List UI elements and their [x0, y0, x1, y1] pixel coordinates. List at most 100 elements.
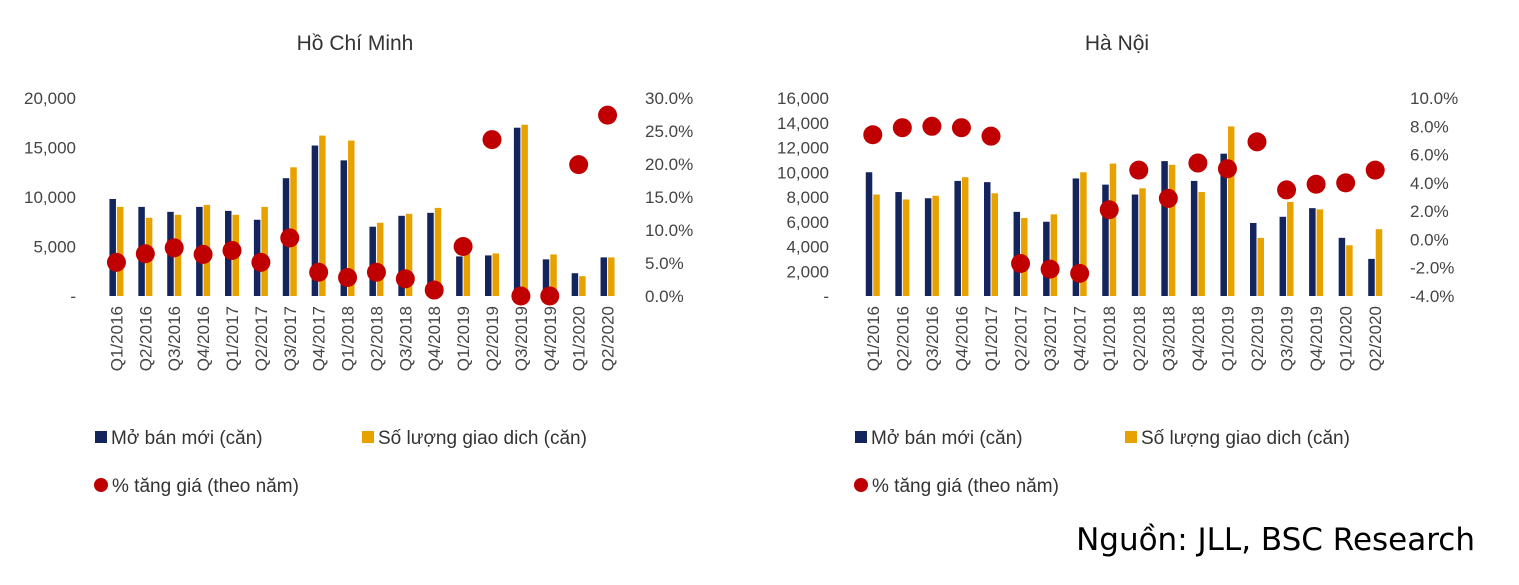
x-axis-tick-label: Q1/2016	[107, 306, 126, 371]
price-growth-point	[251, 252, 271, 272]
x-axis-tick-label: Q4/2019	[541, 306, 560, 371]
price-growth-point	[482, 130, 502, 150]
y-axis-tick-label: 10,000	[777, 163, 829, 182]
price-growth-point	[598, 105, 618, 125]
bar-new-supply	[1043, 221, 1050, 296]
price-growth-point	[981, 126, 1001, 146]
legend-label: Mở bán mới (căn)	[871, 428, 1023, 449]
x-axis-tick-label: Q4/2016	[194, 306, 213, 371]
y-axis-tick-label: 8,000	[786, 188, 829, 207]
bar-new-supply	[456, 256, 463, 296]
bar-transactions	[319, 135, 326, 296]
y-axis-tick-label: 20,000	[24, 89, 76, 108]
bar-new-supply	[369, 226, 376, 296]
bar-transactions	[261, 206, 268, 296]
bar-new-supply	[1368, 258, 1375, 296]
x-axis-tick-label: Q4/2018	[1189, 306, 1208, 371]
bar-new-supply	[1338, 237, 1346, 296]
x-axis-tick-label: Q4/2018	[425, 306, 444, 371]
bar-transactions	[873, 194, 880, 296]
bar-new-supply	[1102, 184, 1109, 296]
bar-transactions	[521, 124, 528, 296]
price-growth-point	[1217, 159, 1237, 179]
legend-label: Số lượng giao dich (căn)	[378, 428, 587, 449]
y2-axis-tick-label: 6.0%	[1410, 146, 1449, 165]
price-growth-point	[540, 286, 560, 306]
bar-transactions	[1168, 164, 1176, 296]
x-axis-tick-label: Q2/2017	[252, 306, 271, 371]
legend-label: Mở bán mới (căn)	[111, 428, 263, 449]
x-axis-tick-label: Q1/2017	[223, 306, 242, 371]
price-growth-point	[453, 237, 473, 256]
bar-new-supply	[1161, 161, 1168, 296]
y2-axis-tick-label: 15.0%	[645, 188, 693, 207]
legend-label: % tăng giá (theo năm)	[112, 476, 299, 497]
y-axis-tick-label: -	[823, 287, 829, 306]
price-growth-point	[1306, 174, 1326, 194]
bar-new-supply	[865, 172, 873, 296]
price-growth-point	[892, 118, 912, 138]
y2-axis-tick-label: 20.0%	[645, 155, 693, 174]
bar-new-supply	[1279, 216, 1287, 296]
x-axis-tick-label: Q3/2016	[165, 306, 184, 371]
x-axis-tick-label: Q2/2018	[367, 306, 386, 371]
bar-new-supply	[1220, 153, 1227, 296]
bar-new-supply	[984, 182, 991, 296]
bar-new-supply	[109, 198, 116, 296]
x-axis-tick-label: Q3/2017	[1041, 306, 1060, 371]
price-growth-point	[424, 280, 444, 300]
y-axis-tick-label: 12,000	[777, 139, 829, 158]
chart-title: Hà Nội	[1085, 32, 1149, 55]
y2-axis-tick-label: 25.0%	[645, 122, 693, 141]
bar-transactions	[1109, 163, 1117, 296]
x-axis-tick-label: Q4/2017	[1071, 306, 1090, 371]
bar-transactions	[608, 257, 615, 296]
x-axis-tick-label: Q3/2018	[396, 306, 415, 371]
y-axis-tick-label: 14,000	[777, 114, 829, 133]
y-axis-tick-label: -	[70, 287, 76, 306]
legend-swatch	[94, 478, 108, 492]
x-axis-tick-label: Q3/2019	[512, 306, 531, 371]
price-growth-point	[569, 155, 589, 175]
bar-transactions	[1316, 209, 1324, 296]
price-growth-point	[395, 269, 415, 289]
bar-transactions	[434, 207, 442, 296]
bar-new-supply	[542, 259, 550, 296]
price-growth-point	[1365, 160, 1385, 180]
x-axis-tick-label: Q2/2018	[1130, 306, 1149, 371]
legend-swatch	[95, 431, 107, 443]
y2-axis-tick-label: 5.0%	[645, 254, 684, 273]
bar-transactions	[579, 276, 586, 296]
price-growth-point	[106, 252, 126, 272]
bar-new-supply	[924, 198, 932, 296]
bar-new-supply	[398, 215, 405, 296]
y-axis-tick-label: 2,000	[786, 262, 829, 281]
y2-axis-tick-label: 8.0%	[1410, 117, 1449, 136]
legend-swatch	[362, 431, 374, 443]
price-growth-point	[309, 262, 329, 282]
bar-new-supply	[513, 127, 521, 296]
y-axis-tick-label: 4,000	[786, 238, 829, 257]
bar-new-supply	[1250, 222, 1257, 296]
bar-transactions	[902, 199, 910, 296]
x-axis-tick-label: Q2/2019	[1248, 306, 1267, 371]
x-axis-tick-label: Q3/2019	[1278, 306, 1297, 371]
x-axis-tick-label: Q2/2020	[599, 306, 618, 371]
y2-axis-tick-label: 4.0%	[1410, 174, 1449, 193]
bar-transactions	[1346, 245, 1353, 296]
legend-swatch	[854, 478, 868, 492]
bar-transactions	[492, 253, 499, 296]
chart-title: Hồ Chí Minh	[297, 32, 414, 55]
price-growth-point	[1129, 160, 1149, 180]
bar-new-supply	[427, 212, 434, 296]
bar-transactions	[405, 213, 413, 296]
price-growth-point	[1247, 132, 1267, 152]
price-growth-point	[1336, 173, 1356, 193]
price-growth-point	[1277, 180, 1297, 200]
bar-transactions	[1139, 188, 1146, 296]
y2-axis-tick-label: -4.0%	[1410, 287, 1454, 306]
price-growth-point	[1011, 253, 1031, 273]
bar-transactions	[991, 193, 998, 296]
legend-swatch	[1125, 431, 1137, 443]
bar-new-supply	[485, 255, 492, 296]
